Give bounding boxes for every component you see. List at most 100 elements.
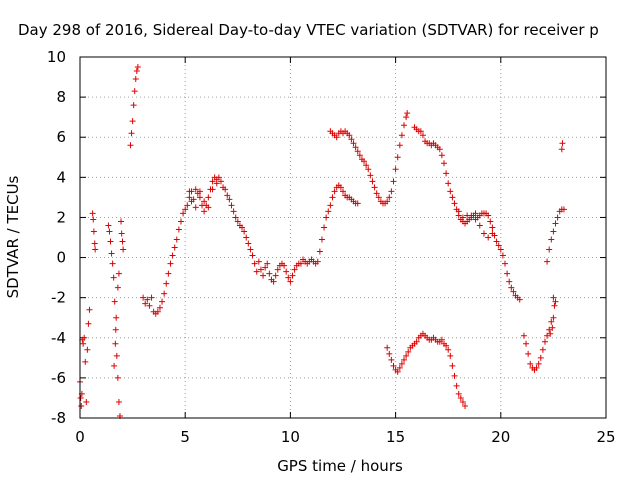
data-point xyxy=(550,314,557,321)
data-point xyxy=(188,198,195,205)
data-point xyxy=(436,146,443,153)
y-tick-label: -6 xyxy=(51,369,66,387)
data-point xyxy=(371,184,378,191)
data-point xyxy=(323,214,330,221)
data-point xyxy=(130,102,137,109)
y-tick-label: 0 xyxy=(56,249,66,267)
data-point xyxy=(331,188,338,195)
data-point xyxy=(83,398,90,405)
data-point xyxy=(549,324,556,331)
data-point xyxy=(480,230,487,237)
data-point xyxy=(449,362,456,369)
data-point xyxy=(217,178,224,185)
data-point xyxy=(297,260,304,267)
data-point xyxy=(118,218,125,225)
data-point xyxy=(495,242,502,249)
data-point xyxy=(487,218,494,225)
data-point xyxy=(291,266,298,273)
data-point xyxy=(118,230,125,237)
data-point xyxy=(502,260,509,267)
data-point xyxy=(354,148,361,155)
axis-ticks: 0 5 10 15 20 25 -8 -6 -4 -2 0 2 4 6 8 10 xyxy=(47,48,616,446)
data-point xyxy=(485,212,492,219)
data-point xyxy=(287,278,294,285)
data-point xyxy=(77,394,84,401)
data-point xyxy=(144,296,151,303)
data-point xyxy=(127,142,134,149)
data-point xyxy=(266,270,273,277)
data-point xyxy=(329,194,336,201)
data-point xyxy=(459,214,466,221)
data-point xyxy=(234,218,241,225)
data-point xyxy=(109,260,116,267)
data-point xyxy=(114,284,121,291)
y-tick-label: 4 xyxy=(56,168,66,186)
data-point xyxy=(352,144,359,151)
data-point xyxy=(112,326,119,333)
data-point xyxy=(161,290,168,297)
data-point xyxy=(156,304,163,311)
data-point xyxy=(548,318,555,325)
data-point xyxy=(86,306,93,313)
data-point xyxy=(396,364,403,371)
data-point xyxy=(325,208,332,215)
data-point xyxy=(403,352,410,359)
data-point xyxy=(251,260,258,267)
data-point xyxy=(82,358,89,365)
data-point xyxy=(111,298,118,305)
data-point xyxy=(404,110,411,117)
data-point xyxy=(394,368,401,375)
data-point xyxy=(401,122,408,129)
data-point xyxy=(527,360,534,367)
data-point xyxy=(533,364,540,371)
data-point xyxy=(384,344,391,351)
y-tick-label: 8 xyxy=(56,88,66,106)
data-point xyxy=(361,158,368,165)
data-point xyxy=(468,212,475,219)
data-point xyxy=(209,186,216,193)
data-point xyxy=(506,278,513,285)
data-point xyxy=(552,220,559,227)
data-point xyxy=(541,338,548,345)
data-point xyxy=(516,296,523,303)
data-point xyxy=(131,88,138,95)
data-point xyxy=(270,278,277,285)
x-tick-label: 5 xyxy=(180,428,190,446)
data-point xyxy=(90,228,97,235)
data-point xyxy=(84,346,91,353)
data-point xyxy=(129,118,136,125)
data-point xyxy=(398,360,405,367)
data-point xyxy=(493,238,500,245)
data-point xyxy=(173,236,180,243)
data-point xyxy=(535,360,542,367)
data-point xyxy=(476,222,483,229)
data-point xyxy=(525,350,532,357)
data-point xyxy=(552,298,559,305)
data-point xyxy=(354,200,361,207)
data-point xyxy=(539,346,546,353)
data-point xyxy=(390,178,397,185)
data-point xyxy=(232,214,239,221)
data-point xyxy=(113,314,120,321)
data-point xyxy=(85,320,92,327)
data-point xyxy=(438,336,445,343)
data-point xyxy=(205,204,212,211)
data-point xyxy=(81,334,88,341)
data-point xyxy=(89,210,96,217)
data-point xyxy=(78,402,85,409)
data-point xyxy=(146,302,153,309)
data-point xyxy=(523,340,530,347)
data-point xyxy=(337,184,344,191)
data-point xyxy=(192,204,199,211)
data-point xyxy=(445,346,452,353)
data-point xyxy=(365,166,372,173)
data-point xyxy=(159,298,166,305)
data-point xyxy=(205,194,212,201)
data-point xyxy=(316,248,323,255)
data-point xyxy=(550,228,557,235)
data-point xyxy=(485,234,492,241)
data-points xyxy=(77,64,567,419)
data-point xyxy=(239,224,246,231)
data-point xyxy=(230,208,237,215)
data-point xyxy=(180,210,187,217)
